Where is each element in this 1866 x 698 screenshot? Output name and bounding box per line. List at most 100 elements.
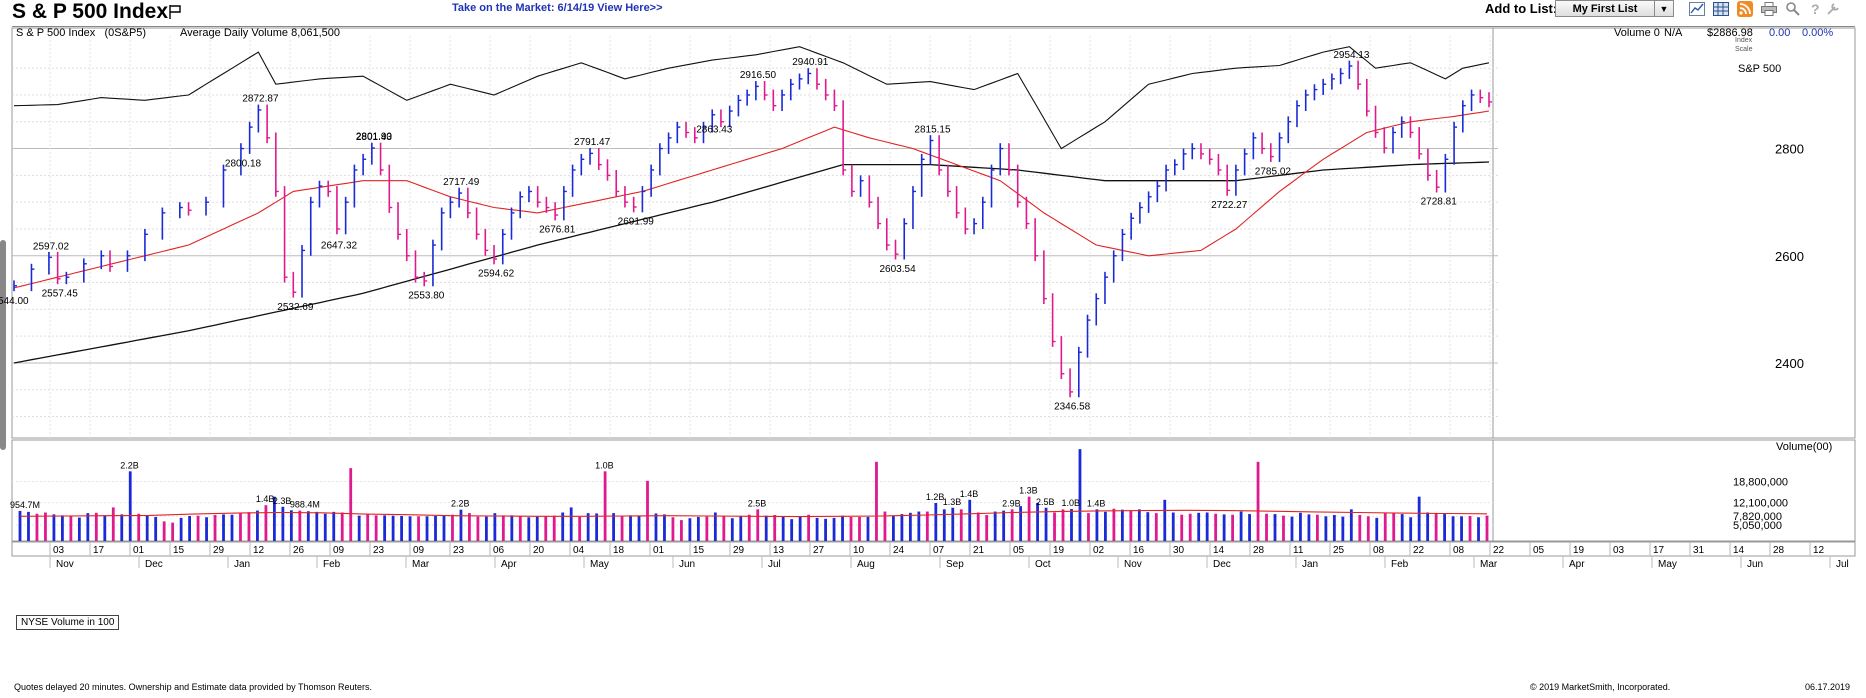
line-chart-icon[interactable]	[1688, 0, 1706, 18]
volume-bar	[154, 516, 158, 541]
week-tick-label: 06	[493, 545, 505, 556]
volume-bar	[993, 511, 997, 541]
volume-bar	[60, 515, 64, 541]
volume-annotation: 2.2B	[451, 499, 470, 509]
volume-annotation: 2.3B	[273, 496, 292, 506]
grid-icon[interactable]	[1712, 0, 1730, 18]
volume-bar	[1460, 516, 1463, 541]
price-annotation: 2603.54	[880, 264, 917, 275]
flag-icon[interactable]	[168, 4, 182, 20]
week-tick-label: 17	[1653, 545, 1665, 556]
volume-bar	[188, 515, 191, 541]
volume-bar	[442, 515, 446, 541]
week-tick-label: 22	[1493, 545, 1505, 556]
volume-bar	[612, 513, 615, 541]
volume-bar	[832, 517, 836, 541]
week-tick-label: 14	[1733, 545, 1745, 556]
scrollbar[interactable]	[0, 240, 6, 450]
volume-bar	[917, 511, 921, 541]
volume-bar	[985, 515, 989, 541]
week-tick-label: 17	[93, 545, 105, 556]
volume-bar	[1409, 517, 1413, 541]
volume-bar	[1163, 499, 1167, 541]
week-tick-label: 01	[653, 545, 665, 556]
volume-bar	[86, 513, 90, 541]
volume-bar	[671, 517, 675, 541]
week-tick-label: 23	[453, 545, 465, 556]
volume-bar	[137, 513, 141, 541]
volume-bar	[646, 480, 649, 541]
volume-bar	[578, 516, 582, 541]
week-tick-label: 03	[53, 545, 65, 556]
volume-bar	[1095, 509, 1099, 541]
volume-annotation: 1.2B	[926, 492, 945, 502]
search-zoom-icon[interactable]	[1784, 0, 1802, 18]
y-tick-label: 2800	[1775, 142, 1804, 157]
month-label: Mar	[1480, 559, 1498, 570]
volume-bar	[1180, 514, 1184, 541]
volume-bar	[569, 507, 573, 541]
volume-bar	[1222, 514, 1226, 541]
volume-bar	[1053, 512, 1056, 541]
chart-grid: 2400 2600 2800 Index Scale S&P 500	[11, 27, 1856, 439]
list-select[interactable]: My First List	[1555, 0, 1655, 17]
market-link[interactable]: Take on the Market: 6/14/19 View Here>>	[452, 2, 663, 14]
volume-bar	[69, 515, 73, 541]
volume-bar	[722, 515, 726, 541]
volume-bar	[1341, 516, 1345, 541]
volume-bar	[747, 514, 751, 541]
print-icon[interactable]	[1760, 0, 1778, 18]
price-annotation: 2801.43	[356, 132, 393, 143]
week-tick-label: 19	[1053, 545, 1065, 556]
volume-bar	[1002, 510, 1006, 541]
week-tick-label: 15	[693, 545, 705, 556]
volume-bar	[1290, 516, 1294, 541]
volume-bar	[1324, 516, 1328, 541]
rs-line	[13, 46, 1490, 150]
month-label: Jan	[1302, 559, 1318, 570]
price-annotation: 2676.81	[539, 225, 576, 236]
rss-icon[interactable]	[1736, 0, 1754, 18]
volume-bar	[688, 518, 692, 541]
price-panel-frame	[11, 27, 1856, 439]
week-tick-label: 29	[733, 545, 745, 556]
volume-bar	[756, 509, 760, 541]
volume-bar	[790, 519, 794, 541]
volume-bar	[1205, 512, 1209, 541]
volume-bar	[680, 520, 683, 541]
list-dropdown-button[interactable]: ▼	[1655, 0, 1674, 17]
volume-annotation: 1.4B	[256, 494, 275, 504]
volume-label: Volume(00)	[1776, 441, 1832, 453]
volume-bar	[1400, 514, 1404, 541]
volume-bar	[468, 513, 471, 541]
week-tick-label: 16	[1133, 545, 1145, 556]
price-annotation: 2647.32	[321, 240, 358, 251]
volume-bar	[1019, 506, 1023, 541]
volume-bar	[264, 505, 268, 541]
volume-bar	[27, 511, 30, 541]
volume-bar	[925, 511, 929, 541]
volume-bar	[629, 515, 632, 541]
volume-bar	[1358, 515, 1362, 541]
help-icon[interactable]: ?	[1806, 0, 1824, 18]
volume-bar	[552, 515, 556, 541]
volume-bar	[739, 516, 743, 541]
volume-annotation: 1.4B	[1087, 498, 1106, 508]
week-tick-label: 07	[933, 545, 945, 556]
volume-bar	[1171, 512, 1175, 541]
volume-bar	[1214, 513, 1218, 541]
volume-bar	[824, 518, 827, 541]
volume-bar	[18, 510, 22, 541]
volume-bar	[476, 516, 480, 541]
volume-bar	[1146, 512, 1150, 541]
volume-bar	[1282, 515, 1285, 541]
volume-bar	[866, 516, 870, 541]
volume-bar	[1248, 514, 1251, 541]
month-label: Nov	[56, 559, 74, 570]
volume-bar	[425, 516, 429, 541]
volume-bar	[544, 515, 548, 541]
y-tick-label: 2400	[1775, 356, 1804, 371]
index-label: Index	[1735, 37, 1753, 44]
info-volume: Volume 0	[1614, 27, 1660, 39]
settings-icon[interactable]	[1824, 0, 1842, 18]
